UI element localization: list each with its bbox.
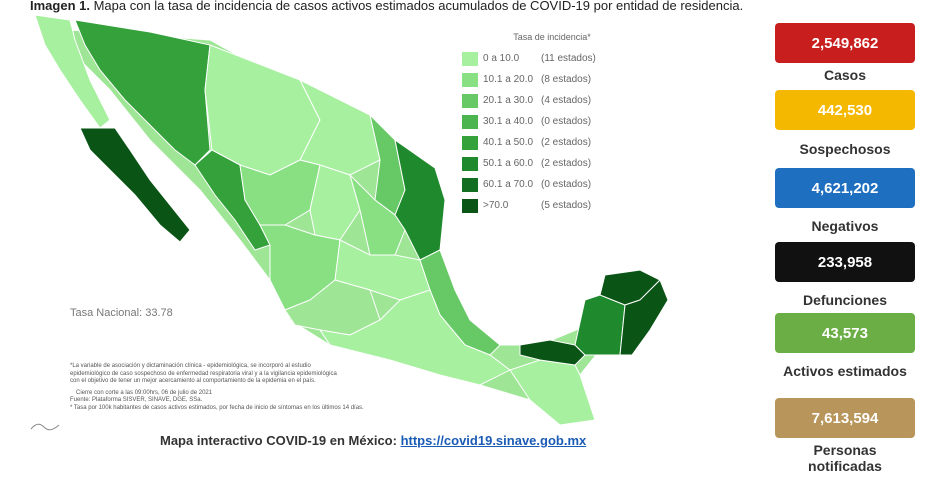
note-line: Cierre con corte a las 09:00hrs, 06 de j…: [76, 389, 213, 396]
footnotes: *La variable de asociación y dictaminaci…: [70, 363, 410, 412]
legend-range: 40.1 a 50.0: [483, 137, 534, 148]
wave-decoration: [30, 423, 60, 431]
legend-count: (11 estados): [541, 53, 596, 64]
legend-count: (8 estados): [541, 74, 592, 85]
note-line: * Tasa por 100k habitantes de casos acti…: [70, 404, 364, 411]
legend-swatch: [462, 156, 478, 171]
sonora: [74, 19, 211, 166]
stat-value-box: 2,549,862: [775, 23, 915, 63]
caption-bold: Imagen 1.: [30, 0, 90, 13]
stat-label: Activos estimados: [783, 363, 907, 379]
figure-caption: Imagen 1. Mapa con la tasa de incidencia…: [30, 0, 743, 13]
stat-label: Casos: [823, 67, 867, 83]
legend-count: (2 estados): [541, 137, 592, 148]
stat-value-box: 233,958: [775, 242, 915, 282]
legend-swatch: [462, 114, 478, 129]
stat-label: Defunciones: [802, 292, 887, 308]
baja-california: [34, 14, 111, 129]
stat-label: Personas notificadas: [808, 442, 882, 474]
legend-row: 60.1 a 70.0 (0 estados): [462, 174, 642, 195]
legend-swatch: [462, 198, 478, 213]
stat-value-box: 442,530: [775, 90, 915, 130]
quintana-roo: [619, 279, 669, 356]
interactive-map-line: Mapa interactivo COVID-19 en México: htt…: [160, 433, 586, 448]
map-legend: Tasa de incidencia* 0 a 10.0 (11 estados)…: [462, 32, 642, 216]
legend-count: (5 estados): [541, 200, 592, 211]
tabasco: [519, 339, 586, 366]
legend-count: (0 estados): [541, 179, 592, 190]
legend-row: 30.1 a 40.0 (0 estados): [462, 111, 642, 132]
stat-label: Negativos: [811, 218, 879, 234]
campeche: [574, 294, 626, 356]
stat-value-box: 43,573: [775, 313, 915, 353]
legend-row: 0 a 10.0 (11 estados): [462, 48, 642, 69]
legend-swatch: [462, 51, 478, 66]
caption-text: Mapa con la tasa de incidencia de casos …: [89, 0, 744, 13]
legend-swatch: [462, 72, 478, 87]
legend-swatch: [462, 177, 478, 192]
note-line: Fuente: Plataforma SISVER, SINAVE, DGE, …: [70, 397, 203, 403]
note-line: epidemiológico de caso sospechoso de enf…: [70, 370, 337, 377]
link-prefix: Mapa interactivo COVID-19 en México:: [160, 433, 401, 448]
legend-count: (0 estados): [541, 116, 592, 127]
legend-row: 20.1 a 30.0 (4 estados): [462, 90, 642, 111]
legend-range: 10.1 a 20.0: [483, 74, 534, 85]
stat-value-box: 7,613,594: [775, 398, 915, 438]
guerrero-oaxaca: [318, 289, 511, 386]
legend-range: >70.0: [483, 200, 509, 211]
baja-california-sur: [79, 127, 191, 243]
legend-title: Tasa de incidencia*: [513, 32, 591, 42]
legend-range: 50.1 a 60.0: [483, 158, 534, 169]
note-line: *La variable de asociación y dictaminaci…: [70, 363, 311, 369]
legend-range: 30.1 a 40.0: [483, 116, 534, 127]
legend-range: 60.1 a 70.0: [483, 179, 534, 190]
legend-range: 0 a 10.0: [483, 53, 520, 64]
national-rate: Tasa Nacional: 33.78: [70, 307, 173, 319]
legend-count: (2 estados): [541, 158, 592, 169]
legend-count: (4 estados): [541, 95, 592, 106]
legend-range: 20.1 a 30.0: [483, 95, 534, 106]
san-luis-potosi: [348, 173, 406, 256]
note-line: con el objetivo de tener un mejor acerca…: [70, 378, 316, 384]
legend-swatch: [462, 135, 478, 150]
legend-row: >70.0 (5 estados): [462, 195, 642, 216]
legend-swatch: [462, 93, 478, 108]
stat-label: Sospechosos: [799, 141, 891, 157]
legend-row: 10.1 a 20.0 (8 estados): [462, 69, 642, 90]
stat-value-box: 4,621,202: [775, 168, 915, 208]
legend-row: 40.1 a 50.0 (2 estados): [462, 132, 642, 153]
interactive-map-link[interactable]: https://covid19.sinave.gob.mx: [400, 433, 587, 448]
legend-row: 50.1 a 60.0 (2 estados): [462, 153, 642, 174]
